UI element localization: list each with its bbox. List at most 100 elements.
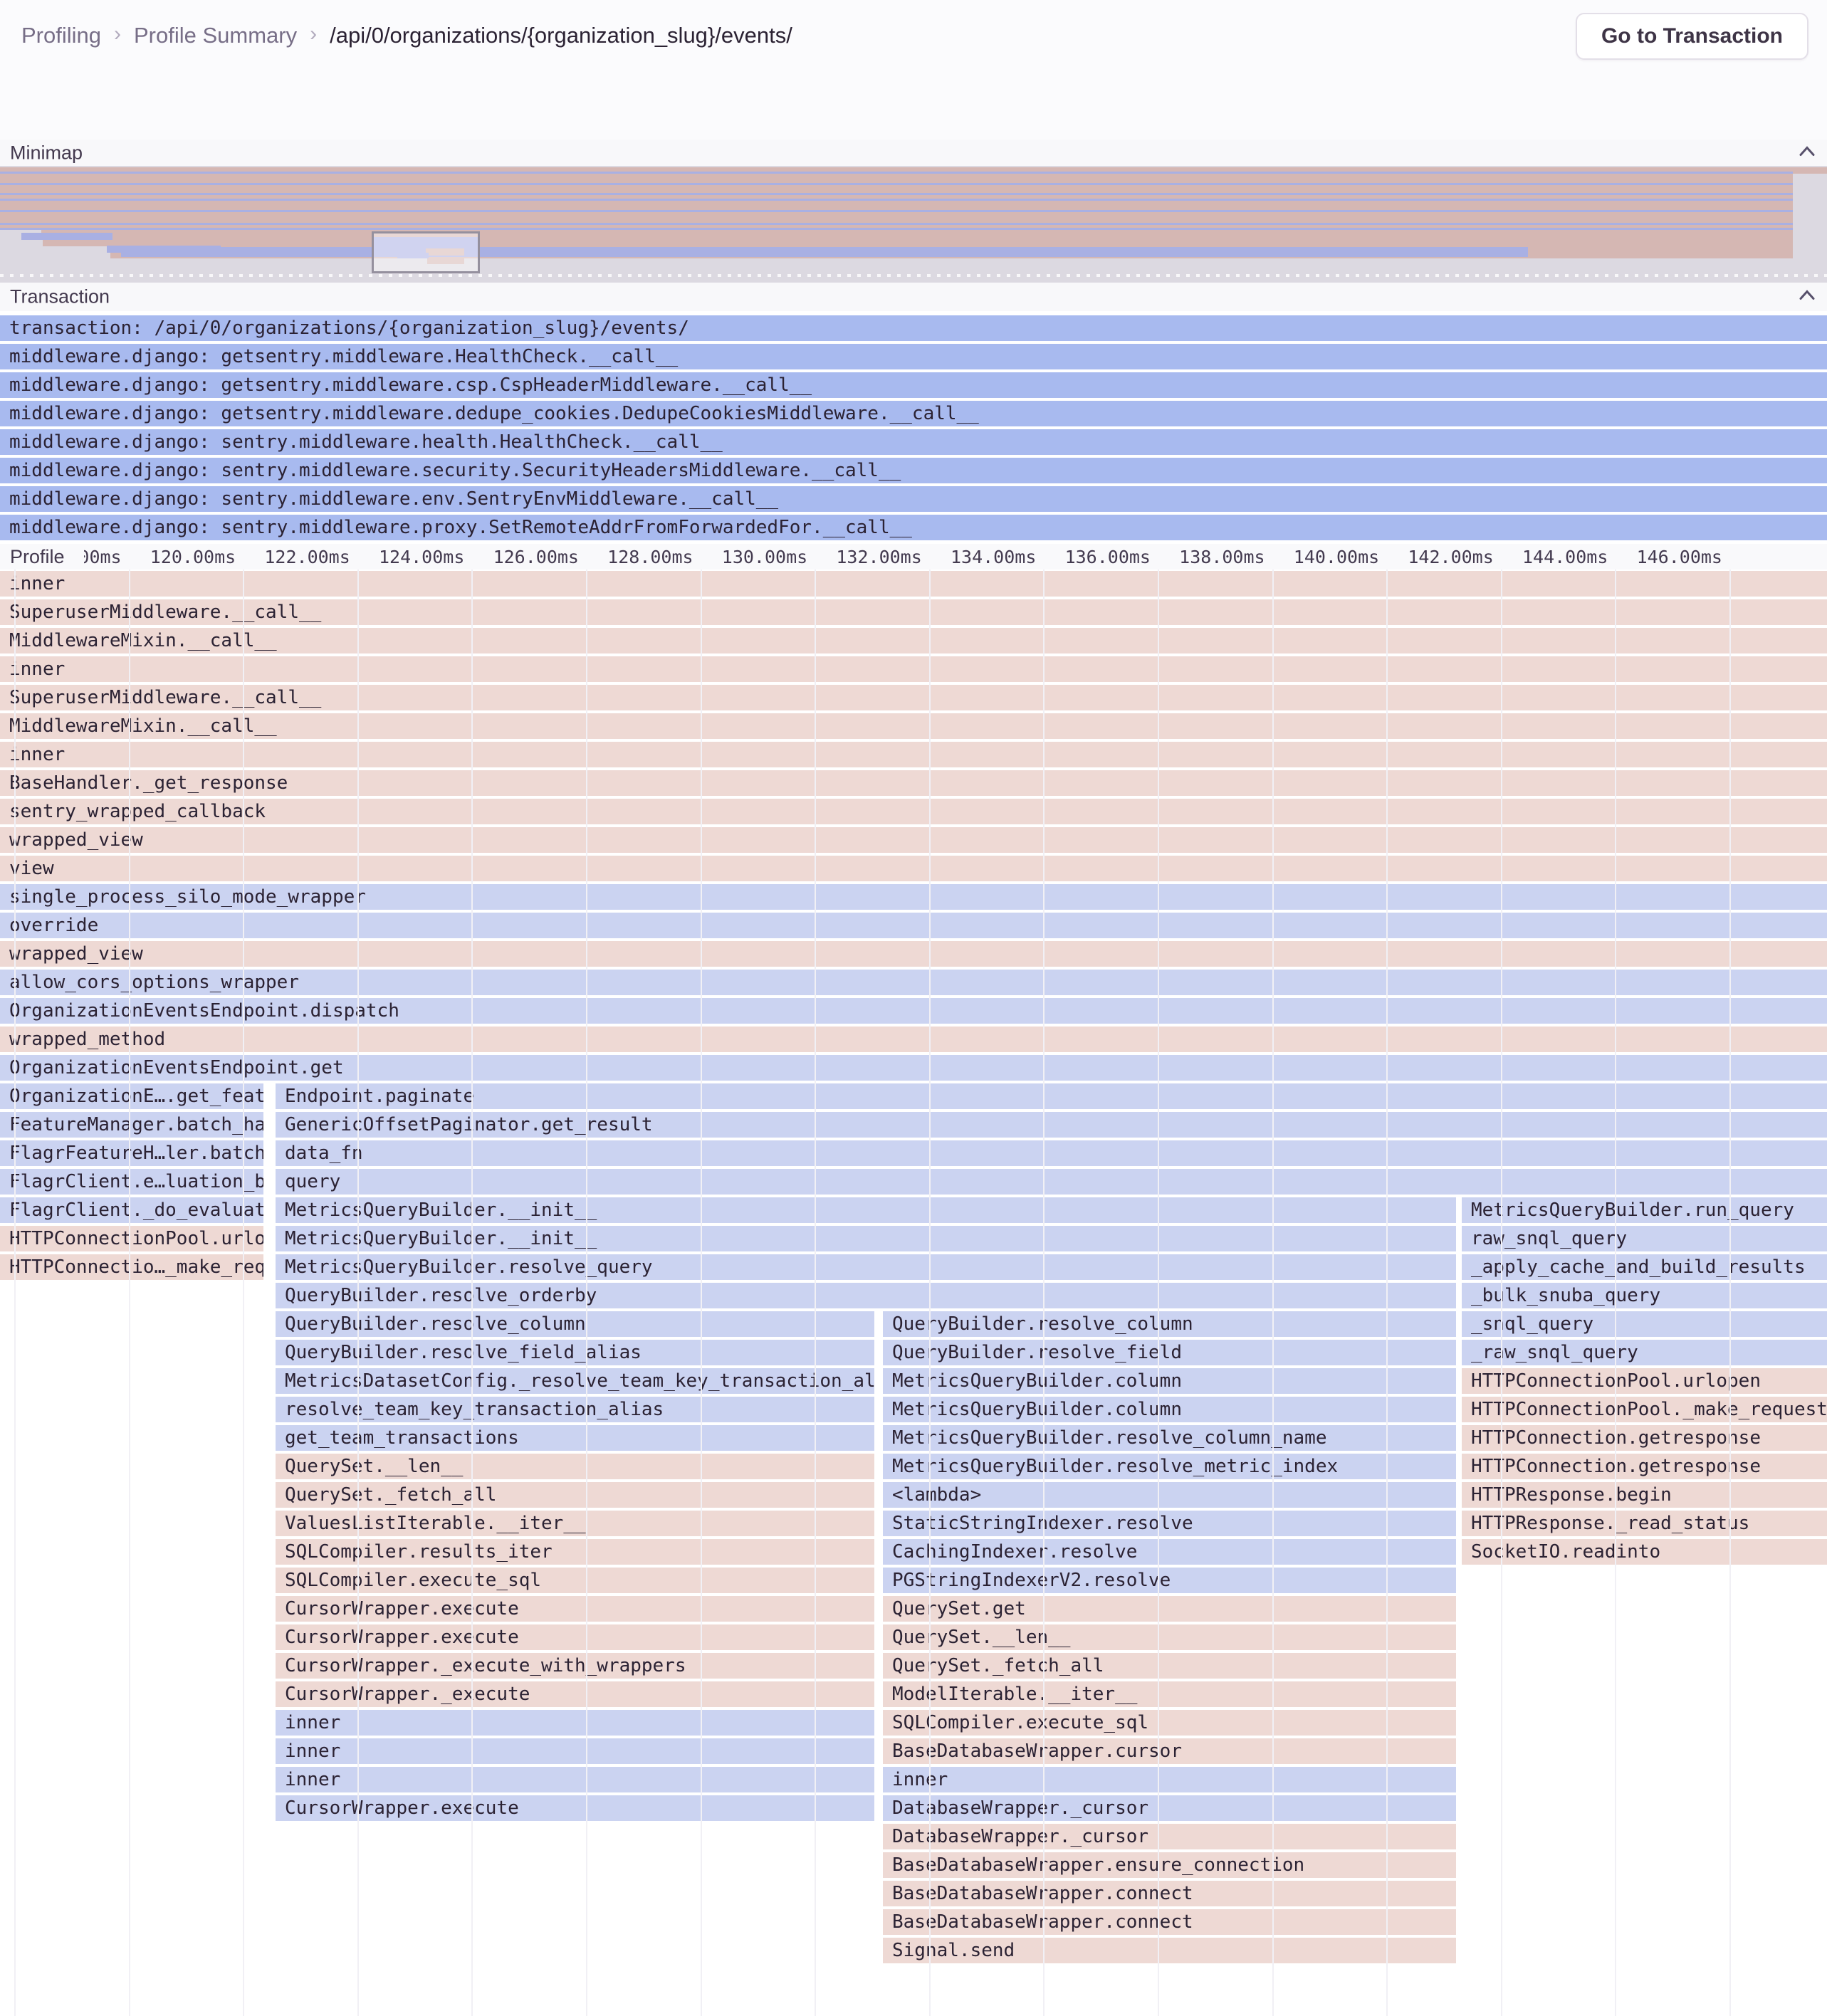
transaction-row[interactable]: middleware.django: sentry.middleware.pro… — [0, 515, 1827, 540]
flame-bar[interactable]: BaseDatabaseWrapper.connect — [883, 1909, 1456, 1935]
flame-bar[interactable]: HTTPConnectionPool.urlopen — [1462, 1368, 1827, 1394]
flame-bar[interactable]: HTTPConnection.getresponse — [1462, 1454, 1827, 1479]
flame-bar[interactable]: GenericOffsetPaginator.get_result — [276, 1112, 1827, 1138]
flame-bar[interactable]: HTTPConnection.getresponse — [1462, 1425, 1827, 1451]
flame-bar[interactable]: FlagrFeatureH…ler.batch_has — [0, 1140, 263, 1166]
flame-bar[interactable]: OrganizationE….get_features — [0, 1083, 263, 1109]
flame-bar[interactable]: MetricsQueryBuilder.column — [883, 1368, 1456, 1394]
flame-bar[interactable]: SocketIO.readinto — [1462, 1539, 1827, 1565]
minimap[interactable] — [0, 166, 1827, 283]
flame-bar[interactable]: MetricsQueryBuilder.run_query — [1462, 1197, 1827, 1223]
flame-bar[interactable]: SuperuserMiddleware.__call__ — [0, 685, 1827, 710]
collapse-minimap-icon[interactable] — [1799, 145, 1816, 160]
flame-bar[interactable]: wrapped_view — [0, 827, 1827, 853]
flame-bar[interactable]: inner — [276, 1767, 874, 1792]
flame-bar[interactable]: BaseDatabaseWrapper.cursor — [883, 1738, 1456, 1764]
flame-bar[interactable]: inner — [276, 1710, 874, 1736]
flame-bar[interactable]: HTTPConnectionPool.urlopen — [0, 1226, 263, 1251]
flame-bar[interactable]: inner — [883, 1767, 1456, 1792]
flame-bar[interactable]: MetricsQueryBuilder.column — [883, 1397, 1456, 1422]
flame-bar[interactable]: FlagrClient._do_evaluation — [0, 1197, 263, 1223]
flame-bar[interactable]: ModelIterable.__iter__ — [883, 1681, 1456, 1707]
collapse-transaction-icon[interactable] — [1799, 290, 1816, 305]
flame-bar[interactable]: Signal.send — [883, 1938, 1456, 1963]
transaction-row[interactable]: middleware.django: getsentry.middleware.… — [0, 401, 1827, 426]
flame-bar[interactable]: FlagrClient.e…luation_batch — [0, 1169, 263, 1195]
flamegraph[interactable]: inner SuperuserMiddleware.__call__ Middlew… — [0, 569, 1827, 2016]
flame-bar[interactable]: QuerySet._fetch_all — [276, 1482, 874, 1508]
flame-bar[interactable]: QueryBuilder.resolve_field — [883, 1340, 1456, 1365]
flame-bar[interactable]: SuperuserMiddleware.__call__ — [0, 599, 1827, 625]
flame-bar[interactable]: DatabaseWrapper._cursor — [883, 1795, 1456, 1821]
flame-bar[interactable]: PGStringIndexerV2.resolve — [883, 1568, 1456, 1593]
flame-bar[interactable]: raw_snql_query — [1462, 1226, 1827, 1251]
flame-bar[interactable]: sentry_wrapped_callback — [0, 799, 1827, 824]
flame-bar[interactable]: HTTPConnectio…_make_request — [0, 1254, 263, 1280]
flame-bar[interactable]: QuerySet._fetch_all — [883, 1653, 1456, 1679]
flame-bar[interactable]: HTTPConnectionPool._make_request — [1462, 1397, 1827, 1422]
flame-bar[interactable]: inner — [0, 742, 1827, 767]
flame-bar[interactable]: Endpoint.paginate — [276, 1083, 1827, 1109]
flame-bar[interactable]: allow_cors_options_wrapper — [0, 970, 1827, 995]
transaction-row[interactable]: middleware.django: sentry.middleware.sec… — [0, 458, 1827, 483]
minimap-viewport[interactable] — [372, 231, 480, 273]
flame-bar[interactable]: query — [276, 1169, 1827, 1195]
flame-bar[interactable]: resolve_team_key_transaction_alias — [276, 1397, 874, 1422]
flame-bar[interactable]: OrganizationEventsEndpoint.dispatch — [0, 998, 1827, 1024]
flame-bar[interactable]: <lambda> — [883, 1482, 1456, 1508]
flame-bar[interactable]: get_team_transactions — [276, 1425, 874, 1451]
flame-bar[interactable]: SQLCompiler.execute_sql — [883, 1710, 1456, 1736]
transaction-row[interactable]: middleware.django: getsentry.middleware.… — [0, 344, 1827, 369]
flame-bar[interactable]: MetricsQueryBuilder.resolve_query — [276, 1254, 1456, 1280]
flame-bar[interactable]: _raw_snql_query — [1462, 1340, 1827, 1365]
flame-bar[interactable]: wrapped_view — [0, 941, 1827, 967]
flame-bar[interactable]: QueryBuilder.resolve_field_alias — [276, 1340, 874, 1365]
flame-bar[interactable]: view — [0, 856, 1827, 881]
flame-bar[interactable]: BaseDatabaseWrapper.connect — [883, 1881, 1456, 1906]
flame-bar[interactable]: MetricsQueryBuilder.resolve_metric_index — [883, 1454, 1456, 1479]
flame-bar[interactable]: wrapped_method — [0, 1027, 1827, 1052]
flame-bar[interactable]: QuerySet.get — [883, 1596, 1456, 1622]
flame-bar[interactable]: QuerySet.__len__ — [883, 1624, 1456, 1650]
transaction-row[interactable]: middleware.django: getsentry.middleware.… — [0, 372, 1827, 398]
flame-bar[interactable]: MetricsQueryBuilder.__init__ — [276, 1226, 1456, 1251]
flame-bar[interactable]: HTTPResponse._read_status — [1462, 1511, 1827, 1536]
flame-bar[interactable]: MetricsQueryBuilder.resolve_column_name — [883, 1425, 1456, 1451]
flame-bar[interactable]: CursorWrapper.execute — [276, 1795, 874, 1821]
flame-bar[interactable]: CachingIndexer.resolve — [883, 1539, 1456, 1565]
flame-bar[interactable]: _snql_query — [1462, 1311, 1827, 1337]
flame-bar[interactable]: MetricsDatasetConfig._resolve_team_key_t… — [276, 1368, 874, 1394]
flame-bar[interactable]: QueryBuilder.resolve_column — [276, 1311, 874, 1337]
flame-bar[interactable]: CursorWrapper.execute — [276, 1624, 874, 1650]
flame-bar[interactable]: inner — [0, 656, 1827, 682]
flame-bar[interactable]: DatabaseWrapper._cursor — [883, 1824, 1456, 1849]
flame-bar[interactable]: SQLCompiler.execute_sql — [276, 1568, 874, 1593]
flame-bar[interactable]: FeatureManager.batch_has — [0, 1112, 263, 1138]
transaction-row[interactable]: transaction: /api/0/organizations/{organ… — [0, 315, 1827, 341]
flame-bar[interactable]: override — [0, 913, 1827, 938]
flame-bar[interactable]: MetricsQueryBuilder.__init__ — [276, 1197, 1456, 1223]
flame-bar[interactable]: MiddlewareMixin.__call__ — [0, 628, 1827, 653]
flame-bar[interactable]: QueryBuilder.resolve_column — [883, 1311, 1456, 1337]
flame-bar[interactable]: QueryBuilder.resolve_orderby — [276, 1283, 1456, 1308]
flame-bar[interactable]: single_process_silo_mode_wrapper — [0, 884, 1827, 910]
flame-bar[interactable]: BaseHandler._get_response — [0, 770, 1827, 796]
flame-bar[interactable]: OrganizationEventsEndpoint.get — [0, 1055, 1827, 1081]
flame-bar[interactable]: inner — [0, 571, 1827, 597]
flame-bar[interactable]: MiddlewareMixin.__call__ — [0, 713, 1827, 739]
breadcrumb-profiling[interactable]: Profiling — [21, 23, 101, 48]
flame-bar[interactable]: CursorWrapper._execute_with_wrappers — [276, 1653, 874, 1679]
transaction-row[interactable]: middleware.django: sentry.middleware.hea… — [0, 429, 1827, 455]
transaction-row[interactable]: middleware.django: sentry.middleware.env… — [0, 486, 1827, 512]
flame-bar[interactable]: data_fn — [276, 1140, 1827, 1166]
flame-bar[interactable]: inner — [276, 1738, 874, 1764]
flame-bar[interactable]: QuerySet.__len__ — [276, 1454, 874, 1479]
flame-bar[interactable]: _apply_cache_and_build_results — [1462, 1254, 1827, 1280]
breadcrumb-profile-summary[interactable]: Profile Summary — [134, 23, 298, 48]
flame-bar[interactable]: HTTPResponse.begin — [1462, 1482, 1827, 1508]
flame-bar[interactable]: _bulk_snuba_query — [1462, 1283, 1827, 1308]
flame-bar[interactable]: BaseDatabaseWrapper.ensure_connection — [883, 1852, 1456, 1878]
flame-bar[interactable]: CursorWrapper._execute — [276, 1681, 874, 1707]
flame-bar[interactable]: CursorWrapper.execute — [276, 1596, 874, 1622]
flame-bar[interactable]: SQLCompiler.results_iter — [276, 1539, 874, 1565]
